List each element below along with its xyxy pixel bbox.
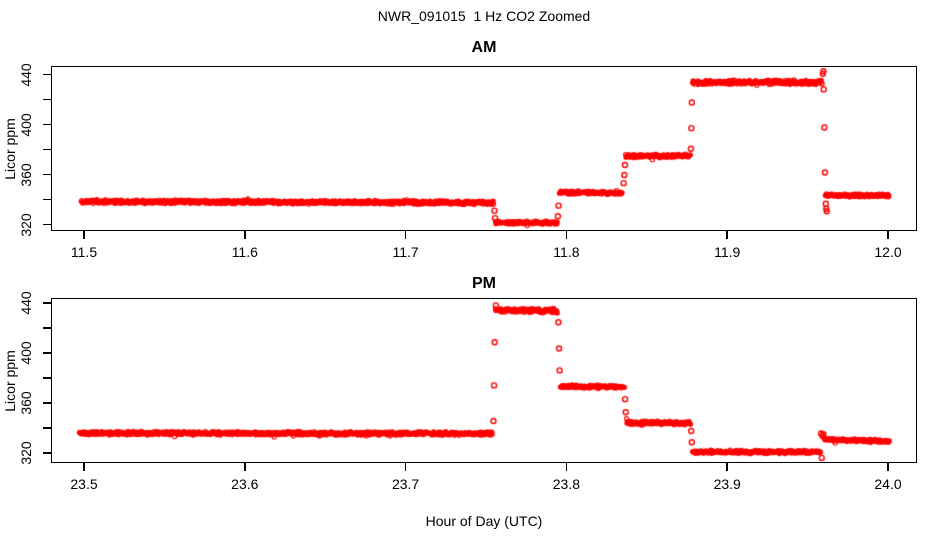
x-tick: [244, 463, 246, 471]
x-tick: [887, 231, 889, 239]
y-tick: [43, 402, 51, 404]
y-tick-label: 360: [18, 162, 34, 187]
x-tick-label: 11.7: [392, 244, 419, 260]
x-tick-label: 23.5: [70, 476, 98, 492]
panel-am-title: AM: [471, 39, 497, 56]
x-tick-label: 23.7: [391, 476, 420, 492]
x-tick: [726, 463, 728, 471]
x-tick: [726, 231, 728, 239]
y-tick: [43, 223, 51, 226]
x-tick-label: 23.9: [713, 476, 741, 492]
x-tick-label: 12.0: [874, 244, 902, 260]
x-tick: [565, 463, 568, 471]
y-tick: [43, 148, 51, 151]
x-tick-label: 11.6: [231, 244, 258, 260]
x-tick-label: 11.5: [70, 244, 98, 260]
y-tick-label: 400: [18, 112, 34, 137]
x-tick-label: 11.9: [714, 244, 741, 260]
y-tick-label: 360: [18, 391, 34, 415]
y-tick: [43, 377, 51, 379]
y-tick: [43, 198, 51, 201]
y-tick: [43, 123, 51, 126]
x-tick: [83, 463, 85, 471]
x-tick-label: 11.8: [553, 244, 580, 260]
x-tick: [565, 231, 568, 239]
y-tick: [43, 327, 51, 329]
x-tick-label: 23.6: [231, 476, 259, 492]
y-axis-label-am: Licor ppm: [2, 117, 18, 180]
y-tick: [43, 73, 51, 76]
figure-title: NWR_091015 1 Hz CO2 Zoomed: [377, 8, 591, 24]
x-tick: [404, 231, 407, 239]
x-tick: [83, 231, 85, 239]
x-tick-label: 24.0: [874, 476, 902, 492]
x-tick: [887, 463, 889, 471]
scatter-canvas: [52, 67, 916, 230]
scatter-canvas: [52, 299, 916, 462]
panel-pm-title: PM: [472, 275, 496, 292]
x-tick-label: 23.8: [552, 476, 581, 492]
x-axis-label: Hour of Day (UTC): [425, 513, 543, 529]
y-tick: [43, 427, 51, 429]
y-tick: [43, 352, 51, 354]
y-tick-label: 320: [18, 441, 34, 465]
y-axis-label-pm: Licor ppm: [2, 349, 18, 412]
y-tick-label: 320: [18, 212, 34, 237]
x-tick: [244, 231, 246, 239]
y-tick: [43, 173, 51, 176]
y-tick-label: 440: [18, 291, 34, 315]
y-tick-label: 440: [18, 62, 34, 87]
y-tick: [43, 452, 51, 454]
y-tick: [43, 302, 51, 304]
y-tick: [43, 98, 51, 101]
y-tick-label: 400: [18, 341, 34, 365]
x-tick: [404, 463, 407, 471]
